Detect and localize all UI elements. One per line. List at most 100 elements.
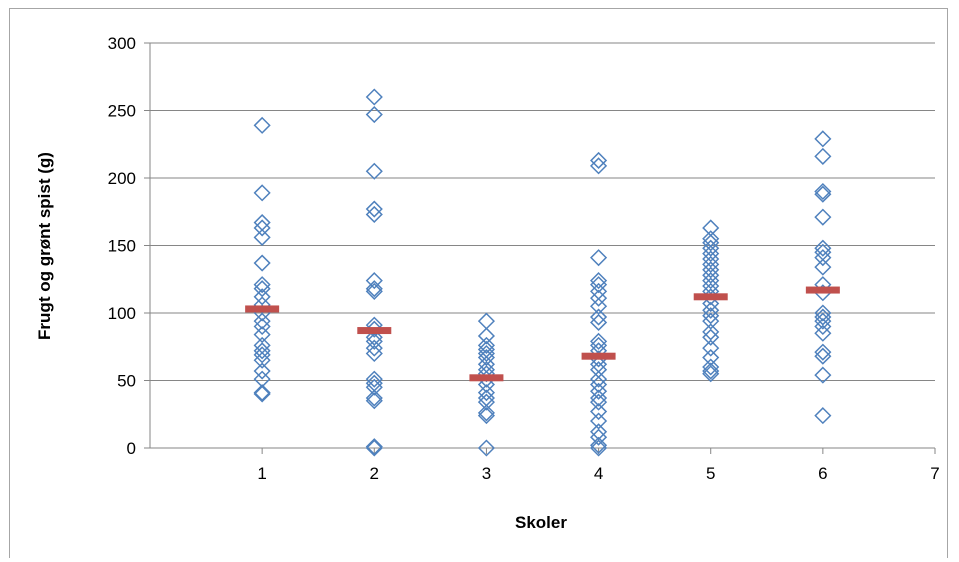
x-tick-label-6: 6 xyxy=(818,464,827,483)
data-point xyxy=(590,375,608,394)
data-point xyxy=(590,151,608,170)
data-point xyxy=(702,266,720,284)
data-point xyxy=(814,343,832,361)
data-point xyxy=(590,439,608,457)
data-point xyxy=(590,370,608,388)
data-point xyxy=(590,428,608,446)
data-point xyxy=(814,208,832,226)
data-point xyxy=(590,297,608,315)
data-point xyxy=(814,147,832,165)
data-point xyxy=(365,272,383,290)
data-point xyxy=(702,250,720,268)
data-point xyxy=(590,276,608,294)
data-point xyxy=(590,402,608,421)
y-tick-label-200: 200 xyxy=(108,169,136,188)
data-point xyxy=(702,255,720,273)
data-point xyxy=(702,339,720,357)
data-point xyxy=(590,308,608,326)
data-point xyxy=(590,249,608,267)
data-point xyxy=(702,261,720,279)
data-point xyxy=(477,327,495,345)
data-point xyxy=(814,239,832,257)
data-point xyxy=(253,276,271,294)
data-point xyxy=(365,438,383,456)
data-point xyxy=(253,336,271,354)
data-point xyxy=(365,282,383,300)
y-tick-label-150: 150 xyxy=(108,237,136,256)
data-point xyxy=(477,375,495,394)
data-point xyxy=(814,347,832,365)
data-point xyxy=(365,320,383,338)
data-point xyxy=(702,301,720,319)
data-point xyxy=(253,184,271,202)
x-tick-label-5: 5 xyxy=(706,464,715,483)
data-point xyxy=(365,88,383,106)
data-point xyxy=(253,317,271,336)
data-point xyxy=(590,389,608,407)
mean-marker-school-3 xyxy=(469,374,504,382)
data-point xyxy=(365,439,383,457)
data-point xyxy=(253,288,271,306)
data-point xyxy=(590,361,608,379)
x-tick-label-7: 7 xyxy=(930,464,939,483)
data-point xyxy=(365,200,383,218)
data-point xyxy=(702,307,720,325)
data-point xyxy=(814,366,832,384)
data-point xyxy=(477,312,495,330)
data-point xyxy=(365,339,383,357)
x-tick-label-4: 4 xyxy=(594,464,603,483)
data-point xyxy=(365,105,383,124)
data-point xyxy=(702,239,720,257)
data-point xyxy=(477,344,495,363)
data-point xyxy=(253,342,271,360)
data-point xyxy=(253,213,271,232)
data-point xyxy=(477,336,495,354)
data-point xyxy=(253,385,271,403)
data-point xyxy=(477,384,495,402)
data-point xyxy=(590,423,608,441)
x-tick-label-1: 1 xyxy=(257,464,266,483)
tick-labels: 0 50 100 150 200 250 300 1 2 3 4 5 6 7 xyxy=(108,34,940,483)
data-point xyxy=(365,162,383,180)
mean-marker-school-1 xyxy=(245,305,280,313)
data-point xyxy=(590,393,608,411)
data-point xyxy=(253,219,271,237)
data-point xyxy=(365,205,383,224)
data-point xyxy=(253,312,271,330)
data-point xyxy=(477,439,495,457)
data-point xyxy=(702,312,720,330)
data-point xyxy=(590,412,608,430)
data-point xyxy=(814,308,832,326)
data-point xyxy=(365,392,383,410)
chart-frame xyxy=(9,8,948,558)
mean-marker-school-4 xyxy=(581,352,616,360)
data-point xyxy=(814,324,832,342)
data-point xyxy=(814,407,832,425)
data-point xyxy=(477,404,495,422)
data-point xyxy=(477,348,495,367)
data-point xyxy=(702,294,720,313)
data-point xyxy=(365,328,383,346)
data-point xyxy=(477,407,495,425)
y-tick-label-50: 50 xyxy=(117,372,136,391)
data-point xyxy=(702,328,720,346)
data-point xyxy=(590,382,608,400)
y-axis-title: Frugt og grønt spist (g) xyxy=(35,152,54,340)
data-point xyxy=(702,365,720,383)
data-point xyxy=(814,185,832,203)
data-point xyxy=(814,182,832,201)
data-point xyxy=(590,332,608,350)
data-point xyxy=(253,116,271,134)
data-point xyxy=(253,326,271,344)
mean-marker-school-6 xyxy=(805,286,840,294)
data-point xyxy=(365,280,383,298)
data-point xyxy=(253,346,271,364)
data-point xyxy=(702,234,720,252)
data-point xyxy=(814,130,832,148)
data-point xyxy=(702,245,720,263)
data-point xyxy=(477,393,495,411)
data-point xyxy=(814,317,832,336)
data-point xyxy=(702,219,720,237)
data-point xyxy=(253,362,271,380)
